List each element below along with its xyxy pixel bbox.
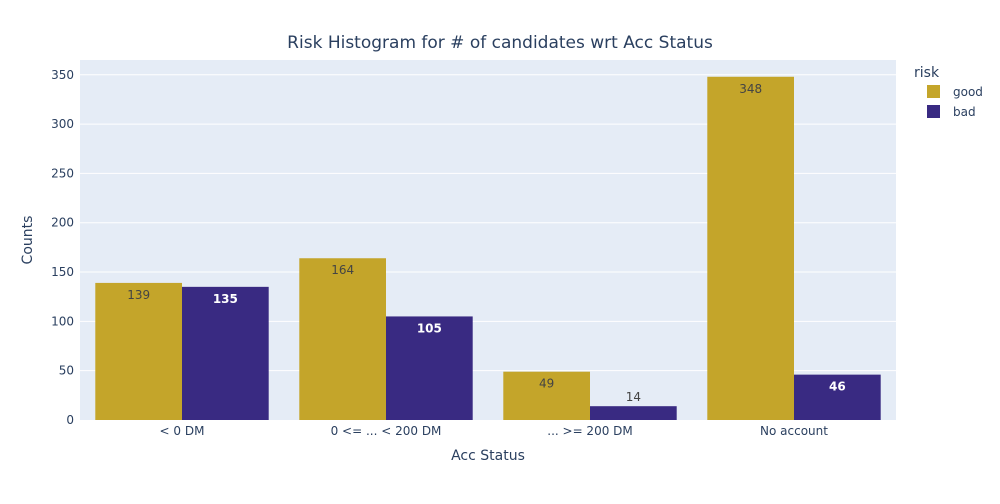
legend[interactable]: risk good bad [914, 65, 983, 119]
legend-swatch [927, 85, 940, 98]
y-tick-label: 150 [51, 265, 74, 279]
chart-title: Risk Histogram for # of candidates wrt A… [287, 33, 713, 53]
x-tick-labels: < 0 DM 0 <= ... < 200 DM ... >= 200 DM No a… [160, 424, 829, 438]
bar-good[interactable] [503, 371, 590, 420]
y-axis-title: Counts [20, 216, 36, 265]
data-label-bad: 105 [417, 321, 442, 335]
data-label-good: 348 [739, 82, 762, 96]
y-tick-label: 100 [51, 314, 74, 328]
legend-title: risk [914, 65, 940, 81]
bar-bad[interactable] [590, 406, 677, 420]
data-labels: 139 135 164 105 49 14 348 46 [127, 82, 846, 404]
y-tick-labels: 0 50 100 150 200 250 300 350 [51, 68, 74, 427]
y-tick-label: 200 [51, 216, 74, 230]
y-tick-label: 0 [66, 413, 74, 427]
y-tick-label: 300 [51, 117, 74, 131]
legend-item-good[interactable]: good [927, 85, 983, 99]
bar-good[interactable] [95, 282, 182, 420]
x-axis-title: Acc Status [451, 448, 525, 464]
bar-good[interactable] [707, 76, 794, 420]
legend-label: good [953, 85, 983, 99]
legend-swatch [927, 105, 940, 118]
y-tick-label: 350 [51, 68, 74, 82]
bar-bad[interactable] [794, 374, 881, 420]
data-label-bad: 14 [626, 390, 641, 404]
legend-items[interactable]: good bad [927, 85, 983, 119]
x-tick-label: < 0 DM [160, 424, 205, 438]
y-tick-label: 50 [59, 364, 74, 378]
x-tick-label: No account [760, 424, 828, 438]
legend-label: bad [953, 105, 976, 119]
bars [95, 76, 881, 420]
bar-good[interactable] [299, 258, 386, 420]
x-tick-label: 0 <= ... < 200 DM [331, 424, 442, 438]
data-label-good: 139 [127, 288, 150, 302]
bar-bad[interactable] [386, 316, 473, 420]
y-tick-label: 250 [51, 166, 74, 180]
legend-item-bad[interactable]: bad [927, 105, 976, 119]
data-label-bad: 46 [829, 380, 846, 394]
bar-bad[interactable] [182, 286, 269, 420]
x-tick-label: ... >= 200 DM [547, 424, 633, 438]
data-label-good: 49 [539, 377, 554, 391]
data-label-bad: 135 [213, 292, 238, 306]
data-label-good: 164 [331, 263, 354, 277]
